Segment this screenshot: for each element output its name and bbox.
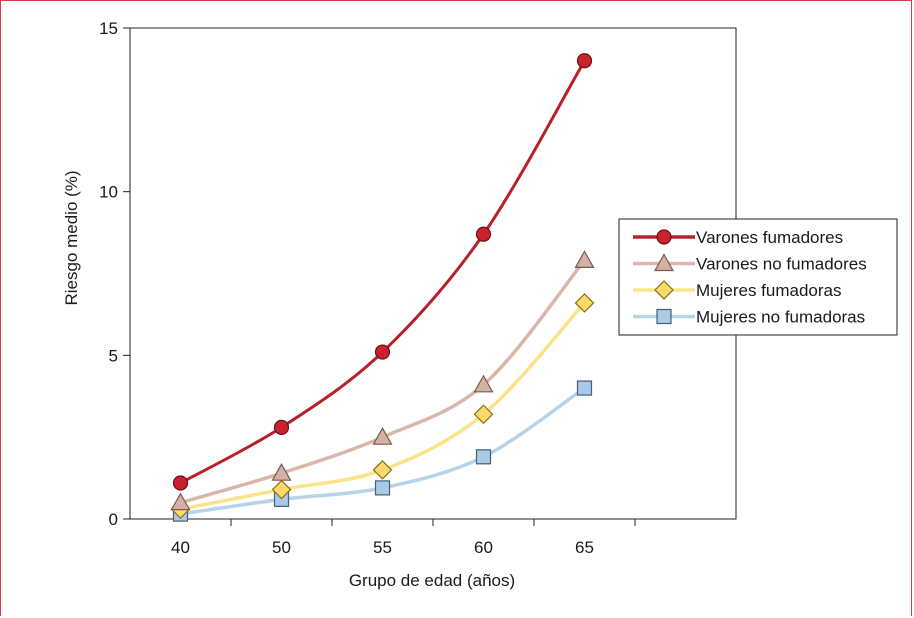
y-tick-label: 15 bbox=[99, 19, 118, 38]
legend-marker-diamond bbox=[654, 280, 674, 300]
x-tick-label: 40 bbox=[171, 538, 190, 557]
legend: Varones fumadores Varones no fumadores Muj… bbox=[618, 218, 898, 336]
data-point-circle bbox=[374, 344, 391, 360]
legend-marker-triangle bbox=[653, 253, 675, 272]
series-line-0 bbox=[179, 59, 586, 485]
x-tick-label: 65 bbox=[575, 538, 594, 557]
y-axis-label: Riesgo medio (%) bbox=[62, 170, 81, 305]
data-point-triangle bbox=[271, 462, 292, 481]
data-point-diamond bbox=[372, 460, 393, 480]
data-point-square bbox=[475, 449, 492, 465]
legend-label: Varones fumadores bbox=[696, 228, 843, 247]
legend-label: Mujeres no fumadoras bbox=[696, 308, 865, 327]
x-axis-label: Grupo de edad (años) bbox=[349, 571, 515, 590]
data-point-diamond bbox=[574, 293, 595, 313]
y-tick-label: 5 bbox=[109, 346, 118, 365]
legend-marker-square bbox=[656, 308, 672, 325]
x-tick-label: 55 bbox=[373, 538, 392, 557]
series-markers bbox=[170, 53, 595, 522]
data-point-triangle bbox=[170, 492, 191, 511]
data-point-circle bbox=[475, 226, 492, 242]
legend-label: Mujeres fumadoras bbox=[696, 281, 842, 300]
series-lines bbox=[179, 59, 586, 516]
legend-marker-circle bbox=[656, 229, 672, 245]
data-point-diamond bbox=[271, 479, 292, 500]
data-point-square bbox=[576, 380, 593, 396]
y-tick-label: 10 bbox=[99, 183, 118, 202]
data-point-triangle bbox=[574, 250, 595, 269]
x-tick-label: 60 bbox=[474, 538, 493, 557]
data-point-triangle bbox=[372, 426, 393, 445]
data-point-diamond bbox=[473, 404, 494, 425]
y-tick-label: 0 bbox=[109, 510, 118, 529]
data-point-square bbox=[374, 480, 391, 496]
data-point-circle bbox=[273, 419, 290, 435]
legend-label: Varones no fumadores bbox=[696, 255, 867, 274]
data-point-circle bbox=[576, 53, 593, 69]
x-tick-label: 50 bbox=[272, 538, 291, 557]
data-point-circle bbox=[172, 475, 189, 491]
data-point-triangle bbox=[473, 374, 494, 393]
axes: 0 5 10 15 40 50 55 60 65 bbox=[99, 19, 737, 557]
